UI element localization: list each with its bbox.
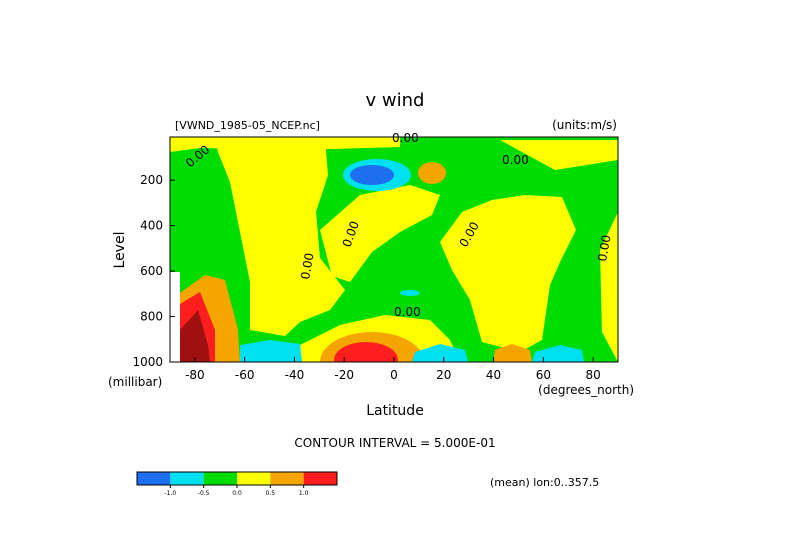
fill-orange — [493, 344, 532, 362]
colorbar-swatch — [237, 472, 271, 485]
y-tick-label: 600 — [140, 264, 163, 278]
colorbar-label: 0.5 — [266, 490, 276, 497]
fill-yellow — [440, 195, 576, 352]
colorbar-swatch — [203, 472, 237, 485]
fill-yellow — [215, 140, 345, 336]
contour-label: 0.00 — [502, 153, 529, 167]
y-tick-label: 200 — [140, 173, 163, 187]
y-tick-label: 400 — [140, 219, 163, 233]
fill-cyan — [240, 340, 302, 362]
fill-yellow — [500, 140, 618, 170]
fill-cyan — [532, 345, 584, 362]
contour-label: 0.00 — [394, 305, 421, 319]
x-tick-label: 0 — [390, 368, 398, 382]
x-tick-label: 80 — [585, 368, 600, 382]
file-label: [VWND_1985-05_NCEP.nc] — [175, 119, 320, 132]
x-tick-label: 20 — [436, 368, 451, 382]
x-unit: (degrees_north) — [538, 383, 634, 397]
colorbar-swatch — [270, 472, 304, 485]
y-tick-label: 800 — [140, 310, 163, 324]
fill-orange — [418, 162, 446, 184]
y-tick-label: 1000 — [132, 355, 163, 369]
fill-yellow — [600, 212, 618, 362]
colorbar-label: 1.0 — [299, 490, 309, 497]
fill-darkred — [180, 310, 210, 362]
x-axis-label: Latitude — [366, 403, 424, 419]
colorbar-swatch — [170, 472, 204, 485]
colorbar-swatch — [137, 472, 171, 485]
colorbar-label: 0.0 — [232, 490, 242, 497]
fill-yellow — [320, 185, 440, 282]
fill-red — [334, 342, 398, 362]
fill-blue — [350, 165, 394, 185]
contour-label: 0.00 — [392, 131, 419, 145]
units-label: (units:m/s) — [552, 118, 617, 132]
x-tick-label: -60 — [235, 368, 255, 382]
x-tick-label: -20 — [334, 368, 354, 382]
y-unit: (millibar) — [108, 375, 162, 389]
fill-cyan — [412, 344, 468, 362]
x-tick-label: -40 — [285, 368, 305, 382]
contour-field — [170, 137, 618, 362]
chart-title: v wind — [366, 90, 425, 111]
contour-label: 0.00 — [595, 234, 613, 263]
colorbar-label: -0.5 — [198, 490, 210, 497]
contour-label: 0.00 — [298, 252, 316, 281]
fill-cyan — [400, 290, 420, 296]
x-tick-label: 40 — [486, 368, 501, 382]
colorbar-swatch — [303, 472, 337, 485]
y-axis-label: Level — [112, 232, 128, 269]
note: (mean) lon:0..357.5 — [490, 476, 599, 489]
x-tick-label: 60 — [536, 368, 551, 382]
fill-yellow — [170, 137, 400, 152]
x-tick-label: -80 — [185, 368, 205, 382]
colorbar-label: -1.0 — [164, 490, 176, 497]
contour-interval: CONTOUR INTERVAL = 5.000E-01 — [294, 436, 495, 450]
